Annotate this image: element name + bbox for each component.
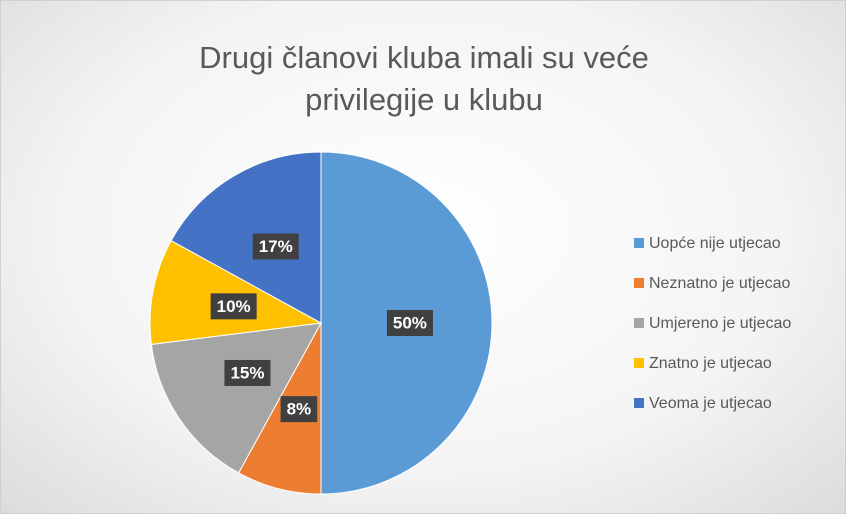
pie-slice xyxy=(150,322,322,474)
data-label-text: 8% xyxy=(287,400,312,419)
data-label: 17% xyxy=(252,233,299,260)
legend-label: Neznatno je utjecao xyxy=(649,275,791,292)
legend-label: Veoma je utjecao xyxy=(649,395,772,412)
data-label: 10% xyxy=(210,293,257,320)
data-label: 15% xyxy=(224,359,271,386)
data-label: 50% xyxy=(386,310,433,336)
legend-swatch xyxy=(634,398,644,408)
legend-swatch xyxy=(634,238,644,248)
legend-swatch xyxy=(634,278,644,288)
data-label-box xyxy=(386,310,433,336)
data-label-text: 17% xyxy=(259,237,293,256)
data-label-box xyxy=(252,233,299,260)
pie-slice xyxy=(170,151,322,324)
legend-label: Uopće nije utjecao xyxy=(649,235,781,252)
chart-title: Drugi članovi kluba imali su veće privil… xyxy=(199,40,649,117)
data-label-text: 10% xyxy=(217,297,251,316)
legend-swatch xyxy=(634,318,644,328)
data-label-text: 15% xyxy=(230,363,264,382)
data-label: 8% xyxy=(280,396,318,423)
pie-slice xyxy=(149,239,323,345)
data-label-box xyxy=(224,359,271,386)
data-label-box xyxy=(280,396,318,423)
legend-label: Umjereno je utjecao xyxy=(649,315,791,332)
legend-swatch xyxy=(634,358,644,368)
data-label-box xyxy=(210,293,257,320)
legend-label: Znatno je utjecao xyxy=(649,355,772,372)
data-label-text: 50% xyxy=(393,313,427,332)
